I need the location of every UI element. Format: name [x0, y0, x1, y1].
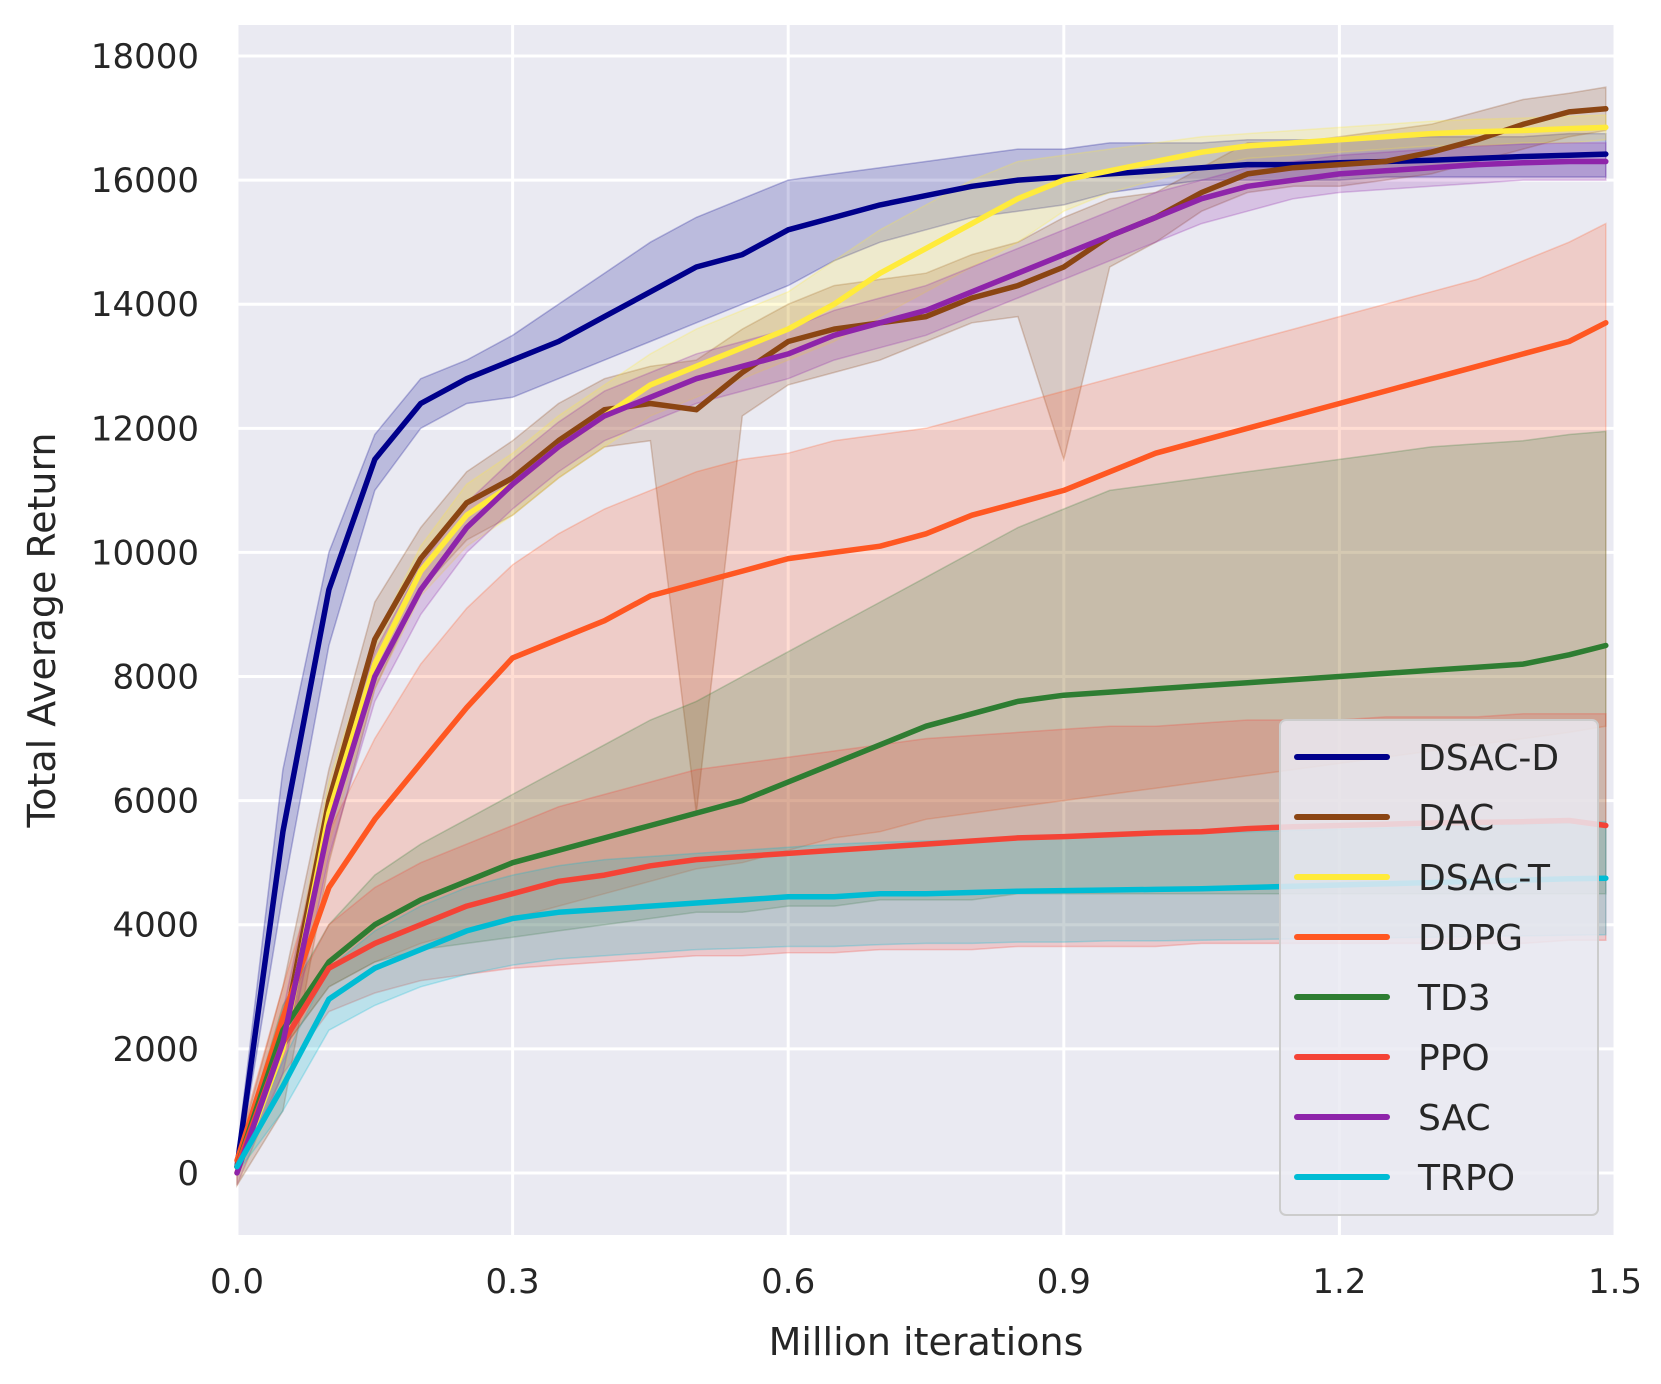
legend-label-dac: DAC [1418, 798, 1494, 839]
line-ddpg [234, 320, 1609, 1164]
y-tick-label: 2000 [112, 1030, 199, 1070]
x-tick-label: 0.9 [1037, 1262, 1091, 1302]
x-axis-label: Million iterations [769, 1320, 1084, 1364]
y-tick-label: 16000 [91, 161, 199, 201]
x-tick-label: 0.6 [761, 1262, 815, 1302]
x-tick-label: 1.5 [1588, 1262, 1642, 1302]
x-tick-labels: 0.0 0.3 0.6 0.9 1.2 1.5 [210, 1262, 1642, 1302]
line-sac [234, 158, 1609, 1176]
y-tick-label: 0 [177, 1154, 199, 1194]
band-td3 [236, 430, 1607, 1174]
legend-label-ppo: PPO [1418, 1038, 1490, 1079]
x-tick-label: 1.2 [1312, 1262, 1366, 1302]
line-td3 [234, 642, 1609, 1170]
legend-label-dsac-d: DSAC-D [1418, 738, 1559, 779]
y-tick-label: 8000 [112, 658, 199, 698]
line-dac [234, 106, 1609, 1170]
y-tick-label: 12000 [91, 409, 199, 449]
legend: DSAC-D DAC DSAC-T DDPG TD3 PPO SAC TRPO [1279, 719, 1599, 1216]
legend-label-trpo: TRPO [1417, 1158, 1515, 1199]
legend-label-ddpg: DDPG [1418, 918, 1523, 959]
legend-label-sac: SAC [1418, 1098, 1491, 1139]
y-tick-label: 18000 [91, 37, 199, 77]
band-sac [236, 142, 1607, 1186]
legend-box [1279, 719, 1599, 1216]
line-dsac-t [234, 124, 1609, 1176]
y-tick-label: 14000 [91, 285, 199, 325]
y-tick-labels: 0 2000 4000 6000 8000 10000 12000 14000 16000 180… [91, 37, 199, 1194]
y-axis-label: Total Average Return [20, 432, 64, 828]
x-tick-label: 0.3 [486, 1262, 540, 1302]
band-dsac-d [236, 132, 1607, 1174]
band-dac [236, 86, 1607, 1189]
band-ddpg [236, 222, 1607, 1174]
series-lines [234, 106, 1609, 1176]
legend-label-dsac-t: DSAC-T [1418, 858, 1551, 899]
x-tick-label: 0.0 [210, 1262, 264, 1302]
y-tick-label: 4000 [112, 906, 199, 946]
legend-label-td3: TD3 [1417, 978, 1491, 1019]
band-dsac-t [236, 114, 1607, 1186]
y-tick-label: 10000 [91, 533, 199, 573]
y-tick-label: 6000 [112, 782, 199, 822]
